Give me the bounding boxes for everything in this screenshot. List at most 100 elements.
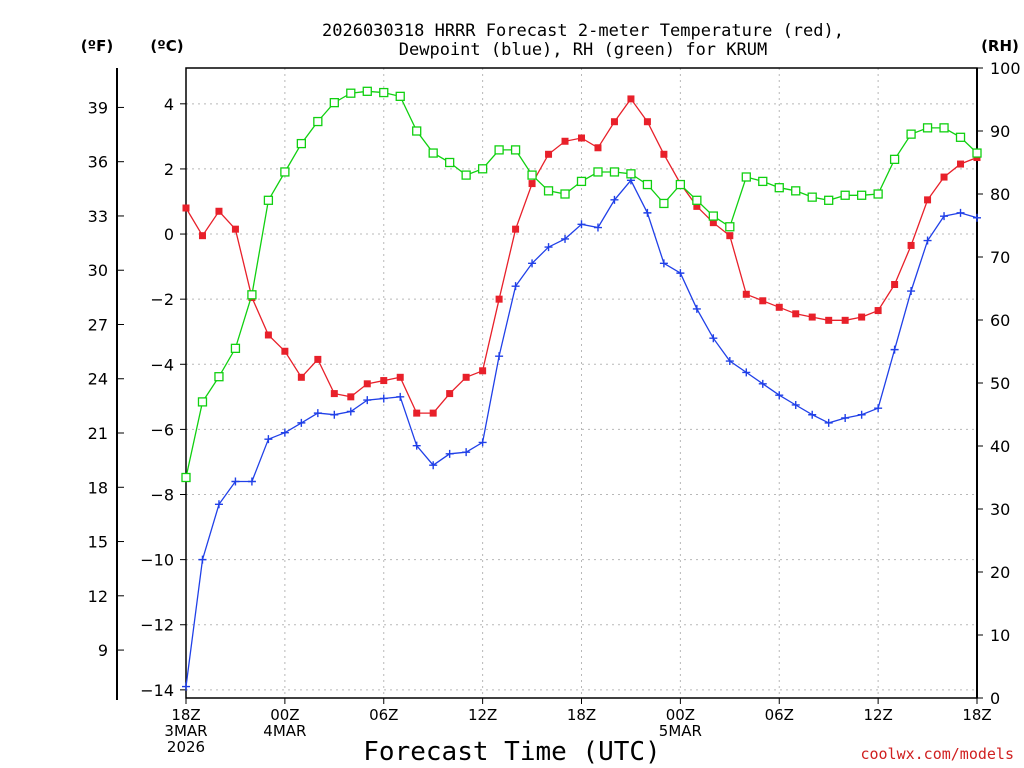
- rh-tick-label: 20: [990, 563, 1010, 582]
- dewpoint-point: [775, 391, 784, 400]
- dewpoint-point: [923, 236, 932, 245]
- rh-point: [263, 195, 274, 205]
- temperature-point: [479, 367, 487, 375]
- rh-point: [758, 176, 768, 187]
- time-tick-label: 18Z: [567, 706, 596, 724]
- series-line-dewpoint: [185, 179, 978, 687]
- chart-title-line2: Dewpoint (blue), RH (green) for KRUM: [399, 40, 767, 60]
- dewpoint-point: [231, 477, 240, 486]
- celsius-tick-label: −10: [140, 551, 174, 570]
- temperature-point: [660, 150, 668, 158]
- celsius-tick-label: 4: [164, 95, 174, 114]
- time-tick-label: 12Z: [863, 706, 892, 724]
- dewpoint-point: [445, 449, 454, 458]
- dewpoint-point: [396, 392, 405, 401]
- time-tick-label: 5MAR: [659, 722, 702, 740]
- temperature-point: [759, 297, 767, 305]
- temperature-point: [380, 377, 388, 385]
- rh-point: [906, 129, 916, 139]
- dewpoint-point: [808, 410, 817, 419]
- fahrenheit-tick-label: 36: [88, 153, 108, 172]
- rh-tick-label: 100: [990, 59, 1021, 78]
- temperature-point: [330, 390, 338, 398]
- dewpoint-point: [462, 448, 471, 457]
- celsius-axis: 4 2 0 −2 −4 −6 −8 −10 −12 −14: [140, 95, 186, 700]
- time-tick-label: 00Z: [270, 706, 299, 724]
- fahrenheit-unit-label: (ºF): [81, 37, 113, 55]
- temperature-point: [347, 393, 355, 401]
- temperature-point: [545, 150, 553, 158]
- dewpoint-point: [791, 400, 800, 409]
- temperature-point: [874, 307, 882, 315]
- rh-tick-label: 50: [990, 374, 1010, 393]
- temperature-point: [512, 225, 520, 233]
- rh-point: [560, 189, 570, 199]
- dewpoint-point: [544, 243, 553, 252]
- time-tick-label: 18Z: [171, 706, 200, 724]
- temperature-point: [281, 347, 289, 355]
- celsius-tick-label: −8: [150, 486, 174, 505]
- dewpoint-point: [478, 438, 487, 447]
- rh-point: [593, 167, 603, 177]
- dewpoint-point: [956, 208, 965, 217]
- dewpoint-point: [379, 394, 388, 403]
- dewpoint-point: [182, 682, 190, 691]
- dewpoint-point: [412, 441, 421, 450]
- dewpoint-point: [280, 428, 289, 437]
- celsius-tick-label: −4: [150, 355, 174, 374]
- rh-point: [774, 183, 784, 193]
- temperature-point: [726, 232, 734, 240]
- rh-point: [346, 88, 356, 98]
- rh-tick-label: 30: [990, 500, 1010, 519]
- celsius-tick-label: 2: [164, 160, 174, 179]
- dewpoint-point: [973, 213, 981, 222]
- rh-point: [741, 172, 751, 182]
- dewpoint-point: [346, 407, 355, 416]
- time-tick-label: 2026: [167, 738, 205, 756]
- dewpoint-point: [528, 259, 537, 268]
- fahrenheit-tick-label: 33: [88, 207, 108, 226]
- rh-point: [494, 145, 504, 155]
- rh-tick-label: 70: [990, 248, 1010, 267]
- temperature-point: [610, 118, 618, 126]
- time-tick-label: 00Z: [666, 706, 695, 724]
- rh-point: [576, 176, 587, 187]
- rh-point: [477, 164, 488, 174]
- temperature-point: [215, 207, 223, 215]
- temperature-point: [396, 373, 404, 381]
- rh-point: [527, 170, 537, 180]
- fahrenheit-tick-label: 39: [88, 98, 108, 117]
- temperature-point: [578, 134, 585, 142]
- time-tick-label: 3MAR: [164, 722, 207, 740]
- fahrenheit-axis: 39 36 33 30 27 24 21 18 15 12 9: [88, 98, 124, 660]
- time-tick-label: 12Z: [468, 706, 497, 724]
- x-axis-label: Forecast Time (UTC): [363, 737, 660, 767]
- fahrenheit-tick-label: 27: [88, 315, 108, 334]
- rh-point: [873, 189, 883, 199]
- dewpoint-point: [198, 555, 207, 564]
- series-dewpoint: [182, 176, 981, 691]
- temperature-point: [528, 180, 536, 188]
- rh-point: [197, 397, 208, 407]
- celsius-tick-label: −2: [150, 290, 174, 309]
- temperature-point: [841, 316, 849, 324]
- fahrenheit-tick-label: 18: [88, 478, 108, 497]
- dewpoint-point: [890, 345, 899, 354]
- temperature-point: [446, 390, 454, 398]
- temperature-point: [693, 202, 701, 210]
- rh-tick-label: 80: [990, 185, 1010, 204]
- dewpoint-point: [330, 410, 339, 419]
- series-layer: [181, 86, 982, 691]
- temperature-point: [231, 225, 239, 233]
- time-tick-label: 06Z: [369, 706, 398, 724]
- rh-point: [329, 98, 339, 108]
- rh-point: [725, 222, 735, 232]
- rh-point: [642, 179, 653, 190]
- temperature-point: [940, 173, 948, 181]
- rh-point: [708, 211, 718, 221]
- celsius-tick-label: −14: [140, 681, 174, 700]
- dewpoint-point: [907, 287, 916, 296]
- dewpoint-point: [857, 410, 866, 419]
- rh-axis: 0 10 20 30 40 50 60 70 80 90 100: [977, 59, 1021, 708]
